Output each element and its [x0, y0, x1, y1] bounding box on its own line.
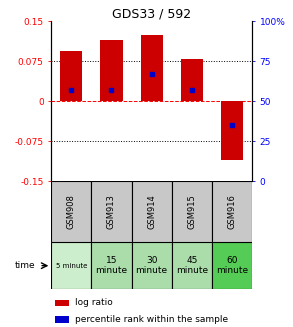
Text: GSM908: GSM908: [67, 194, 76, 229]
Text: time: time: [15, 261, 35, 270]
Bar: [91, 181, 132, 242]
Bar: [212, 181, 252, 242]
Bar: [141, 35, 163, 101]
Text: log ratio: log ratio: [75, 299, 113, 307]
Bar: [91, 242, 132, 289]
Text: 60
minute: 60 minute: [216, 256, 248, 275]
Bar: [181, 59, 203, 101]
Text: GSM913: GSM913: [107, 194, 116, 229]
Bar: [172, 242, 212, 289]
Bar: [221, 101, 243, 160]
Bar: [172, 181, 212, 242]
Bar: [51, 181, 91, 242]
Title: GDS33 / 592: GDS33 / 592: [112, 7, 191, 20]
Bar: [100, 40, 122, 101]
Text: GSM914: GSM914: [147, 194, 156, 229]
Bar: [55, 317, 69, 323]
Bar: [132, 242, 172, 289]
Bar: [55, 300, 69, 306]
Bar: [60, 51, 82, 101]
Text: percentile rank within the sample: percentile rank within the sample: [75, 315, 229, 324]
Bar: [132, 181, 172, 242]
Text: 15
minute: 15 minute: [96, 256, 127, 275]
Text: 45
minute: 45 minute: [176, 256, 208, 275]
Text: 5 minute: 5 minute: [56, 263, 87, 269]
Text: GSM916: GSM916: [227, 194, 236, 229]
Text: 30
minute: 30 minute: [136, 256, 168, 275]
Text: GSM915: GSM915: [187, 194, 196, 229]
Bar: [51, 242, 91, 289]
Bar: [212, 242, 252, 289]
